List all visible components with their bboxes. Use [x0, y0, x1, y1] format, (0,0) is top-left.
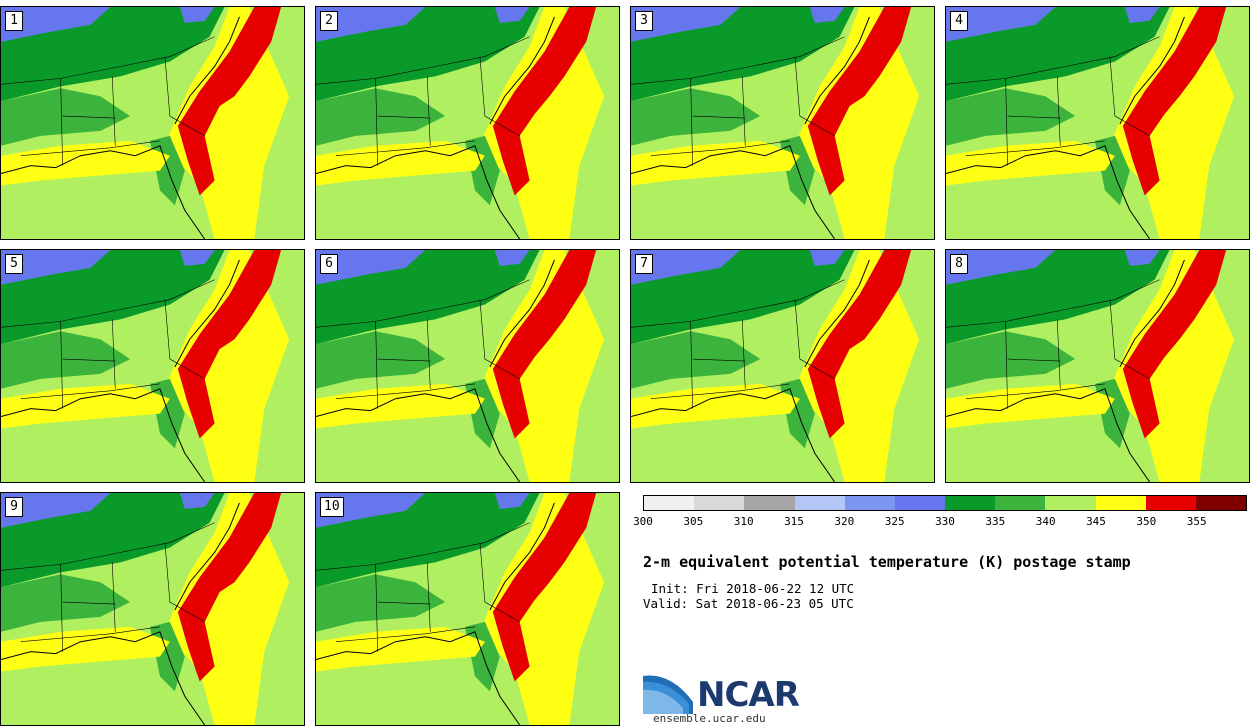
map-panel: 9 — [0, 492, 305, 726]
map-image — [631, 250, 934, 482]
panel-number-label: 10 — [320, 497, 344, 517]
colorbar — [643, 495, 1247, 511]
map-panel: 6 — [315, 249, 620, 483]
map-panel: 8 — [945, 249, 1250, 483]
colorbar-tick-label: 345 — [1086, 515, 1106, 528]
colorbar-swatch — [1195, 496, 1247, 510]
colorbar-tick-label: 325 — [884, 515, 905, 528]
colorbar-swatch — [894, 496, 946, 510]
colorbar-swatch — [995, 496, 1046, 510]
colorbar-tick-label: 305 — [683, 515, 704, 528]
colorbar-tick-label: 350 — [1136, 515, 1157, 528]
colorbar-ticks: 300 305 310 315 320 325 330 335 340 345 350 355 — [633, 515, 1247, 531]
map-panel: 2 — [315, 6, 620, 240]
map-image — [316, 493, 619, 725]
figure-title: 2-m equivalent potential temperature (K)… — [643, 553, 1131, 571]
colorbar-swatch — [794, 496, 845, 510]
colorbar-swatch — [744, 496, 795, 510]
colorbar-tick-label: 335 — [985, 515, 1006, 528]
map-panel: 5 — [0, 249, 305, 483]
colorbar-swatch — [945, 496, 996, 510]
colorbar-tick-label: 300 — [633, 515, 653, 528]
map-panel: 1 — [0, 6, 305, 240]
colorbar-tick-label: 330 — [935, 515, 955, 528]
panel-number-label: 1 — [5, 11, 23, 31]
panel-number-label: 5 — [5, 254, 23, 274]
colorbar-tick-label: 310 — [733, 515, 754, 528]
colorbar-swatch — [1045, 496, 1096, 510]
website-link[interactable]: ensemble.ucar.edu — [653, 712, 766, 725]
colorbar-swatch — [1095, 496, 1146, 510]
map-image — [1, 493, 304, 725]
colorbar-tick-label: 315 — [784, 515, 804, 528]
valid-time: Valid: Sat 2018-06-23 05 UTC — [643, 596, 854, 611]
map-panel: 3 — [630, 6, 935, 240]
map-image — [946, 7, 1249, 239]
colorbar-tick-label: 340 — [1035, 515, 1056, 528]
panel-number-label: 6 — [320, 254, 338, 274]
panel-number-label: 8 — [950, 254, 968, 274]
map-image — [631, 7, 934, 239]
panel-number-label: 7 — [635, 254, 653, 274]
panel-number-label: 9 — [5, 497, 23, 517]
map-panel: 4 — [945, 6, 1250, 240]
map-image — [316, 250, 619, 482]
init-time: Init: Fri 2018-06-22 12 UTC — [651, 581, 855, 596]
panel-number-label: 4 — [950, 11, 968, 31]
map-image — [946, 250, 1249, 482]
colorbar-swatch — [644, 496, 695, 510]
map-panel: 7 — [630, 249, 935, 483]
map-panel: 10 — [315, 492, 620, 726]
map-image — [1, 250, 304, 482]
colorbar-swatch — [844, 496, 895, 510]
colorbar-swatch — [694, 496, 745, 510]
map-image — [1, 7, 304, 239]
panel-number-label: 2 — [320, 11, 338, 31]
colorbar-tick-label: 320 — [834, 515, 855, 528]
colorbar-tick-label: 355 — [1186, 515, 1207, 528]
ncar-logo-icon — [643, 675, 693, 714]
colorbar-swatch — [1145, 496, 1196, 510]
panel-number-label: 3 — [635, 11, 653, 31]
ncar-logo-text: NCAR — [697, 675, 800, 715]
map-image — [316, 7, 619, 239]
